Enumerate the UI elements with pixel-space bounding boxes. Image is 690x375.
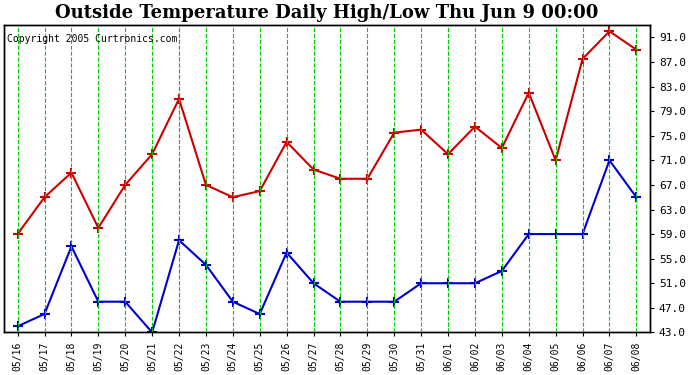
Title: Outside Temperature Daily High/Low Thu Jun 9 00:00: Outside Temperature Daily High/Low Thu J… [55, 4, 599, 22]
Text: Copyright 2005 Curtronics.com: Copyright 2005 Curtronics.com [8, 34, 178, 44]
